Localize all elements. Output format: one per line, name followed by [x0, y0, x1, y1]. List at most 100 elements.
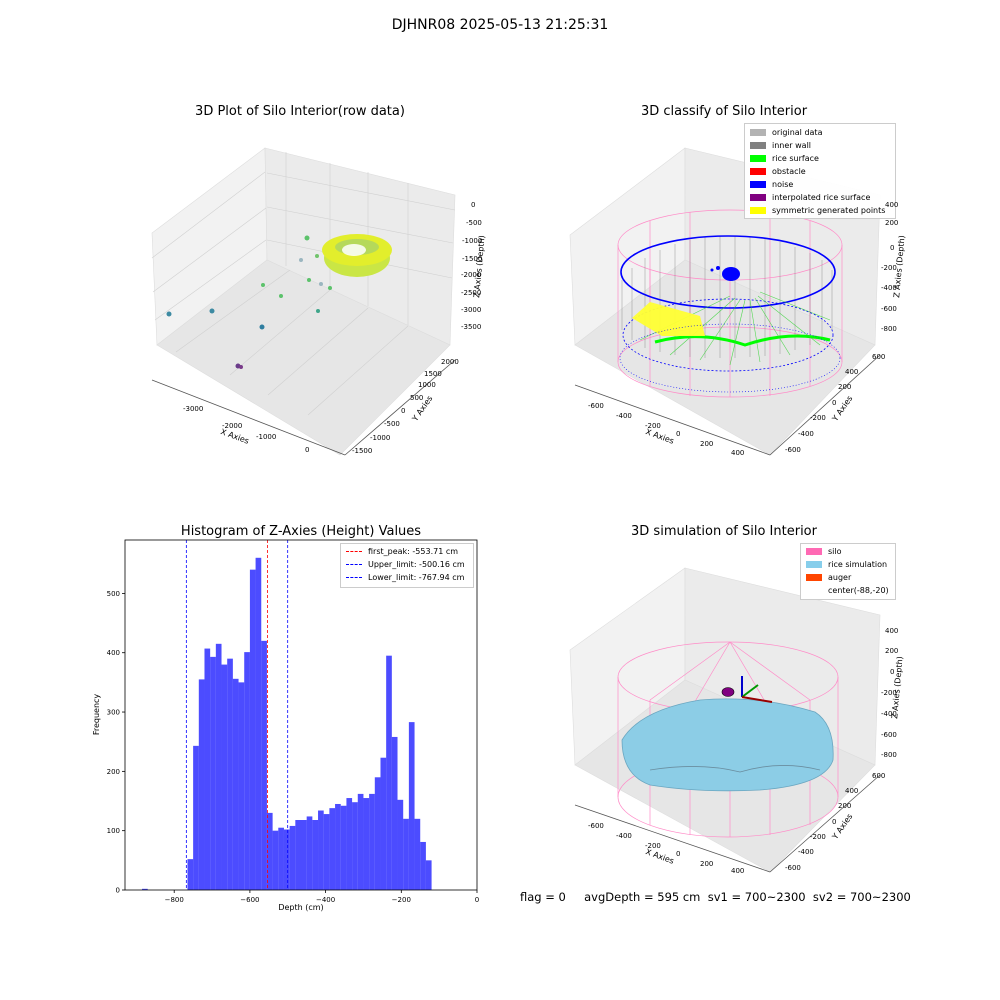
figure-title: DJHNR08 2025-05-13 21:25:31	[391, 17, 609, 33]
legend-swatch	[750, 194, 766, 201]
histogram-bar	[198, 679, 205, 890]
legend-item: silo	[806, 547, 842, 556]
legend-item: Lower_limit: -767.94 cm	[346, 573, 464, 582]
histogram-bar	[318, 810, 324, 890]
x-tick-label: −200	[392, 896, 411, 904]
panel1-z-ticks: 0 -500 -1000 -1500 -2000 -2500 -3000 -35…	[461, 201, 483, 331]
histogram-bar	[210, 656, 216, 890]
plot-frame	[124, 539, 478, 891]
legend-item: interpolated rice surface	[750, 193, 870, 202]
histogram-x-label: Depth (cm)	[278, 903, 324, 912]
histogram-bar	[374, 777, 381, 890]
histogram-bar	[278, 827, 284, 890]
histogram-bar	[346, 798, 353, 890]
legend-swatch	[750, 142, 766, 149]
histogram-bar	[261, 640, 267, 890]
histogram-bar	[204, 648, 211, 890]
legend-swatch	[750, 129, 766, 136]
y-tick-label: 400	[107, 649, 120, 657]
histogram-bar	[193, 745, 199, 890]
histogram-bar	[255, 557, 262, 890]
panel1-y-ticks: -1500 -1000 -500 0 500 1000 1500 2000	[352, 358, 459, 455]
histogram-bar	[289, 825, 296, 890]
histogram-bar	[283, 829, 290, 890]
legend-item: rice simulation	[806, 560, 887, 569]
histogram-bar	[142, 888, 148, 890]
panel1-3d-plot	[151, 147, 456, 456]
y-tick-label: 500	[107, 590, 120, 598]
panel1-title: 3D Plot of Silo Interior(row data)	[195, 104, 405, 119]
histogram-bar	[329, 808, 336, 890]
histogram-bar	[363, 798, 370, 890]
legend-swatch	[346, 577, 362, 578]
panel1-x-ticks: -3000 -2000 -1000 0	[183, 405, 310, 454]
status-footer: flag = 0 avgDepth = 595 cm sv1 = 700~230…	[520, 890, 911, 904]
x-tick-label: −400	[316, 896, 335, 904]
x-tick-label: 0	[475, 896, 479, 904]
legend-item: center(-88,-20)	[828, 586, 889, 595]
legend-item: Upper_limit: -500.16 cm	[346, 560, 465, 569]
y-tick-label: 100	[107, 827, 120, 835]
legend-swatch	[750, 207, 766, 214]
histogram-bar	[301, 820, 307, 890]
histogram-bar	[215, 643, 222, 890]
histogram-bar	[323, 814, 330, 890]
legend-item: original data	[750, 128, 822, 137]
histogram-bar	[306, 816, 313, 890]
panel2-x-ticks: -600 -400 -200 0 200 400	[588, 402, 745, 457]
legend-item: symmetric generated points	[750, 206, 885, 215]
legend-item: noise	[750, 180, 793, 189]
panel4-legend: silo rice simulation auger center(-88,-2…	[800, 543, 896, 600]
panel2-y-ticks: -600 -400 -200 0 200 400 600	[785, 353, 886, 454]
histogram-bar	[414, 818, 421, 890]
x-tick-label: −800	[165, 896, 184, 904]
histogram-bar	[272, 830, 279, 890]
legend-swatch	[750, 181, 766, 188]
histogram-bar	[386, 655, 392, 890]
panel4-x-ticks: -600 -400 -200 0 200 400	[588, 822, 745, 875]
histogram-bar	[391, 736, 398, 890]
histogram-bar	[187, 859, 194, 890]
histogram-bar	[238, 682, 245, 890]
panel2-title: 3D classify of Silo Interior	[640, 104, 808, 119]
histogram-bar	[420, 841, 426, 890]
histogram-bar	[244, 652, 250, 890]
histogram-bar	[397, 799, 404, 890]
panel4-y-ticks: -600 -400 -200 0 200 400 600	[785, 772, 886, 872]
histogram-bar	[369, 793, 375, 890]
legend-item: auger	[806, 573, 851, 582]
histogram-bar	[221, 664, 228, 890]
panel4-title: 3D simulation of Silo Interior	[631, 524, 817, 539]
y-tick-label: 0	[116, 887, 120, 895]
histogram-bar	[335, 803, 341, 890]
legend-swatch	[346, 564, 362, 565]
legend-item: first_peak: -553.71 cm	[346, 547, 458, 556]
histogram-legend: first_peak: -553.71 cm Upper_limit: -500…	[340, 543, 474, 588]
legend-item: obstacle	[750, 167, 806, 176]
histogram-bar	[312, 820, 319, 890]
histogram-chart: −800 −600 −400 −200 0 0 100 200 300 400 500	[107, 539, 479, 904]
histogram-bar	[403, 818, 409, 890]
panel4-3d-plot	[569, 567, 881, 873]
legend-swatch	[806, 561, 822, 568]
histogram-bar	[266, 812, 273, 890]
histogram-bar	[249, 569, 256, 890]
x-tick-label: −600	[240, 896, 259, 904]
histogram-bar	[232, 678, 239, 890]
legend-item: inner wall	[750, 141, 811, 150]
histogram-bar	[295, 820, 301, 890]
legend-item: rice surface	[750, 154, 819, 163]
histogram-title: Histogram of Z-Axies (Height) Values	[180, 524, 422, 539]
histogram-bar	[340, 805, 347, 890]
legend-swatch	[806, 548, 822, 555]
histogram-bar	[357, 793, 364, 890]
y-tick-label: 200	[107, 768, 120, 776]
histogram-bar	[408, 722, 415, 890]
legend-swatch	[346, 551, 362, 552]
legend-swatch	[750, 155, 766, 162]
histogram-y-label: Frequency	[92, 693, 102, 736]
panel2-legend: original data inner wall rice surface ob…	[744, 123, 896, 219]
panel2-z-ticks: 400 200 0 -200 -400 -600 -800	[881, 201, 899, 333]
histogram-bar	[425, 860, 432, 890]
histogram-bar	[352, 802, 358, 890]
